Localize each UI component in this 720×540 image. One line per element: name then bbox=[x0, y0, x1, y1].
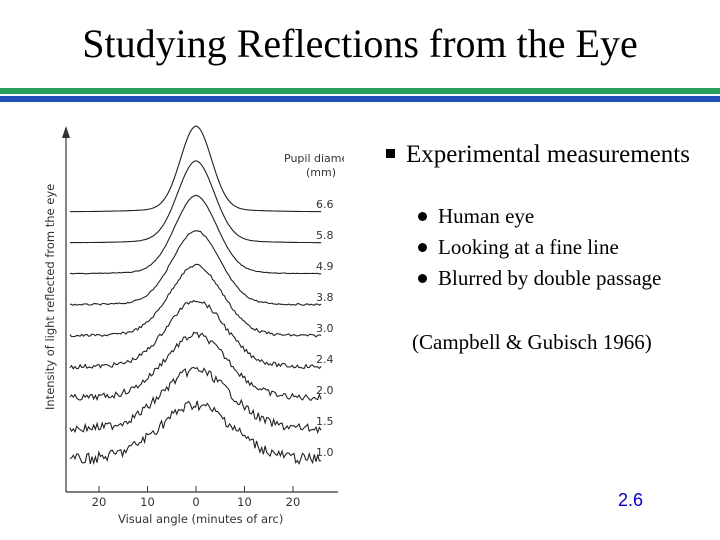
y-axis-arrowhead bbox=[62, 126, 70, 138]
square-bullet-marker bbox=[386, 149, 395, 158]
sub-bullet-text: Blurred by double passage bbox=[438, 266, 662, 290]
diameter-label: 2.0 bbox=[316, 384, 334, 397]
x-tick-label: 0 bbox=[192, 495, 199, 509]
diameter-label: 2.4 bbox=[316, 353, 334, 366]
curve-pupil-1.5 bbox=[69, 366, 322, 435]
y-axis-label: Intensity of light reflected from the ey… bbox=[43, 184, 57, 410]
title-rule bbox=[0, 88, 720, 102]
curve-pupil-4.9 bbox=[69, 194, 322, 275]
sub-bullet-text: Human eye bbox=[438, 204, 535, 228]
citation: (Campbell & Gubisch 1966) bbox=[412, 330, 652, 354]
x-axis-label: Visual angle (minutes of arc) bbox=[118, 512, 283, 526]
diameter-label: 1.0 bbox=[316, 446, 334, 459]
curve-pupil-6.6 bbox=[69, 125, 322, 213]
round-bullet-marker bbox=[418, 243, 427, 252]
diameter-label: 6.6 bbox=[316, 198, 334, 211]
diameter-label: 4.9 bbox=[316, 260, 334, 273]
round-bullet-marker bbox=[418, 274, 427, 283]
x-ticks: 20 10 0 10 20 bbox=[92, 486, 301, 509]
diameter-label: 1.5 bbox=[316, 415, 334, 428]
sub-bullet-text: Looking at a fine line bbox=[438, 235, 619, 259]
pupil-diameter-unit: (mm) bbox=[306, 166, 336, 179]
pupil-diameter-heading: Pupil diameter bbox=[284, 152, 344, 165]
curve-pupil-5.8 bbox=[69, 160, 322, 244]
curves-group bbox=[69, 125, 322, 466]
title-rule-blue bbox=[0, 96, 720, 102]
x-tick-label: 10 bbox=[140, 495, 155, 509]
reflection-figure: 20 10 0 10 20 Intensity of light reflected f… bbox=[38, 120, 344, 538]
curve-pupil-3.8 bbox=[69, 230, 322, 306]
title-rule-green bbox=[0, 88, 720, 94]
x-tick-label: 10 bbox=[237, 495, 252, 509]
curve-pupil-1.0 bbox=[69, 400, 322, 466]
diameter-label: 3.8 bbox=[316, 291, 334, 304]
round-bullet-marker bbox=[418, 212, 427, 221]
curve-pupil-2.4 bbox=[69, 299, 322, 370]
curve-pupil-3.0 bbox=[69, 263, 322, 338]
curve-pupil-2.0 bbox=[69, 331, 322, 402]
slide-number: 2.6 bbox=[618, 490, 644, 510]
x-tick-label: 20 bbox=[92, 495, 107, 509]
diameter-labels: 6.6 5.8 4.9 3.8 3.0 2.4 2.0 1.5 1.0 bbox=[316, 198, 334, 459]
main-bullet-text: Experimental measurements bbox=[406, 141, 690, 168]
slide-title: Studying Reflections from the Eye bbox=[82, 21, 638, 66]
x-tick-label: 20 bbox=[286, 495, 301, 509]
diameter-label: 3.0 bbox=[316, 322, 334, 335]
reflection-figure-svg: 20 10 0 10 20 Intensity of light reflected f… bbox=[43, 125, 344, 526]
diameter-label: 5.8 bbox=[316, 229, 334, 242]
